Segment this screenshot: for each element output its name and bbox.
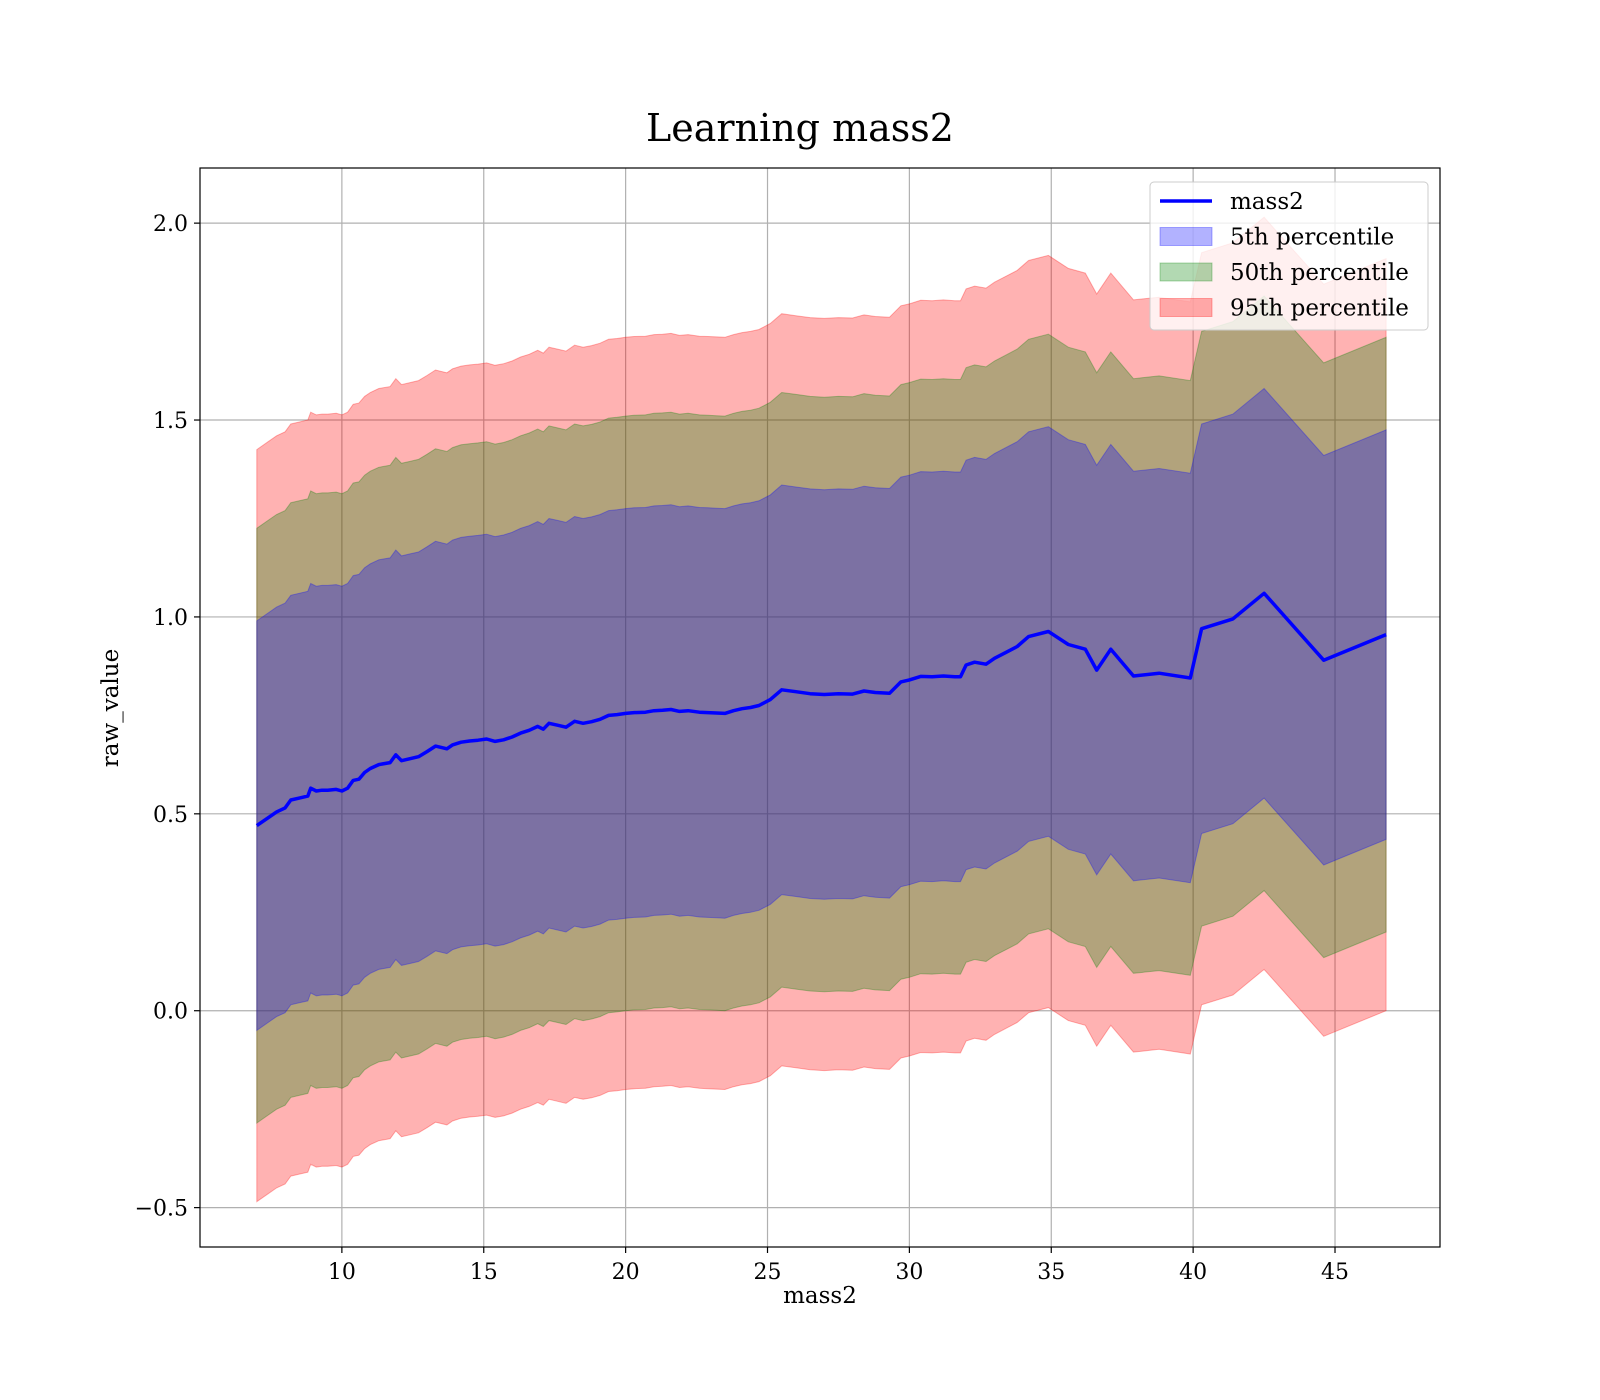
x-tick-label: 30 [895, 1260, 923, 1285]
x-axis-ticks: 10 15 20 25 30 35 40 45 [328, 1247, 1349, 1285]
band-5th-percentile [256, 387, 1387, 1032]
y-axis-label: raw_value [98, 649, 124, 767]
plot-frame [199, 167, 1441, 1248]
y-tick-label: 0.0 [153, 1000, 188, 1025]
band-95th-percentile [256, 216, 1387, 1203]
legend-label: 95th percentile [1230, 296, 1409, 322]
percentile-bands [256, 216, 1387, 1203]
legend: mass2 5th percentile 50th percentile 95th p… [1149, 181, 1429, 331]
legend-patch-swatch [1159, 298, 1213, 317]
legend-label: mass2 [1230, 189, 1304, 215]
legend-label: 50th percentile [1230, 260, 1409, 286]
x-tick-label: 45 [1321, 1260, 1349, 1285]
legend-patch-swatch [1159, 262, 1213, 282]
series-lines [255, 591, 1387, 828]
y-tick-label: 1.5 [153, 409, 188, 434]
band-50th-percentile [256, 295, 1387, 1124]
grid [200, 168, 1440, 1247]
x-tick-label: 40 [1179, 1260, 1207, 1285]
y-tick-label: 2.0 [153, 212, 188, 237]
x-tick-label: 10 [328, 1260, 356, 1285]
y-axis-ticks: −0.5 0.0 0.5 1.0 1.5 2.0 [135, 212, 200, 1222]
y-tick-label: 0.5 [153, 803, 188, 828]
legend-label: 5th percentile [1230, 225, 1394, 251]
y-tick-label: −0.5 [135, 1197, 188, 1222]
x-tick-label: 15 [470, 1260, 498, 1285]
series-line-mass2 [255, 591, 1387, 828]
x-tick-label: 25 [754, 1260, 782, 1285]
legend-box [1149, 181, 1429, 331]
x-tick-label: 20 [612, 1260, 640, 1285]
x-tick-label: 35 [1037, 1260, 1065, 1285]
legend-patch-swatch [1159, 227, 1213, 246]
y-tick-label: 1.0 [153, 606, 188, 631]
x-axis-label: mass2 [783, 1283, 857, 1309]
chart-title: Learning mass2 [646, 106, 954, 150]
